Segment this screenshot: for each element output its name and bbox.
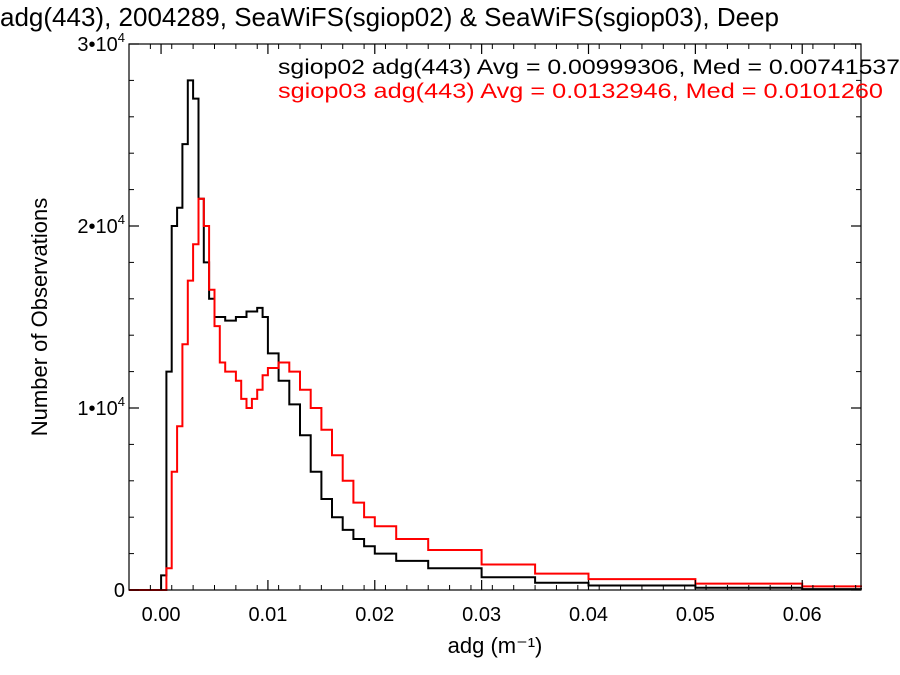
y-tick-label-3: 3•104: [77, 30, 125, 56]
legend: sgiop02 adg(443) Avg = 0.00999306, Med =…: [278, 56, 900, 103]
series-layer: [129, 79, 862, 591]
ticks-layer: 0.00 0.01 0.02 0.03 0.04 0.05 0.06 0 1•104 2•104 3…: [77, 30, 861, 626]
x-axis-label: adg (m⁻¹): [448, 633, 543, 658]
y-tick-label-2: 2•104: [77, 212, 125, 238]
x-tick-label-1: 0.01: [248, 604, 287, 626]
y-axis-label: Number of Observations: [27, 198, 52, 436]
x-tick-label-0: 0.00: [142, 604, 181, 626]
y-tick-label-0: 0: [114, 580, 125, 602]
x-tick-label-4: 0.04: [569, 604, 608, 626]
legend-entry-2: sgiop03 adg(443) Avg = 0.0132946, Med = …: [278, 80, 883, 103]
x-tick-label-5: 0.05: [676, 604, 715, 626]
chart-title: adg(443), 2004289, SeaWiFS(sgiop02) & Se…: [0, 2, 779, 32]
x-tick-label-2: 0.02: [355, 604, 394, 626]
plot-frame: [128, 43, 862, 591]
x-tick-label-3: 0.03: [462, 604, 501, 626]
x-tick-label-6: 0.06: [783, 604, 822, 626]
series-line-1: [129, 79, 862, 591]
series-line-2: [129, 197, 862, 591]
y-tick-label-1: 1•104: [77, 394, 125, 420]
legend-entry-1: sgiop02 adg(443) Avg = 0.00999306, Med =…: [278, 56, 900, 79]
